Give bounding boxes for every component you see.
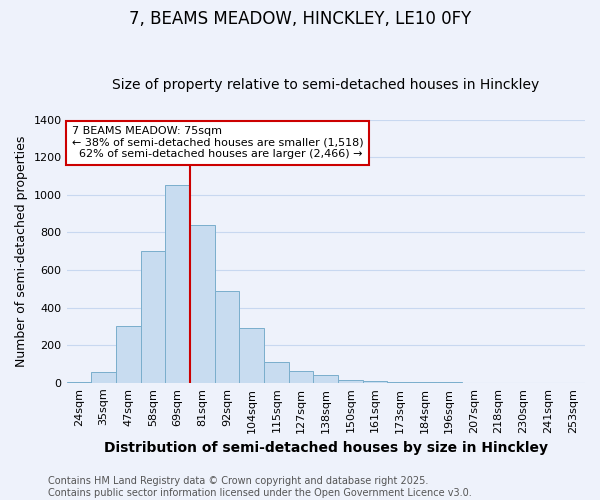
Bar [190,225,215,383]
Y-axis label: Number of semi-detached properties: Number of semi-detached properties [15,136,28,367]
Text: Contains HM Land Registry data © Crown copyright and database right 2025.
Contai: Contains HM Land Registry data © Crown c… [48,476,472,498]
Bar [313,376,338,383]
X-axis label: Distribution of semi-detached houses by size in Hinckley: Distribution of semi-detached houses by … [104,441,548,455]
Bar [91,372,116,383]
Bar [165,186,190,383]
Bar [215,290,239,383]
Bar [67,382,91,383]
Text: 7, BEAMS MEADOW, HINCKLEY, LE10 0FY: 7, BEAMS MEADOW, HINCKLEY, LE10 0FY [129,10,471,28]
Text: 7 BEAMS MEADOW: 75sqm
← 38% of semi-detached houses are smaller (1,518)
  62% of: 7 BEAMS MEADOW: 75sqm ← 38% of semi-deta… [72,126,364,160]
Bar [239,328,264,383]
Bar [289,370,313,383]
Bar [338,380,363,383]
Bar [264,362,289,383]
Bar [116,326,140,383]
Bar [412,382,437,383]
Bar [363,382,388,383]
Bar [140,251,165,383]
Title: Size of property relative to semi-detached houses in Hinckley: Size of property relative to semi-detach… [112,78,539,92]
